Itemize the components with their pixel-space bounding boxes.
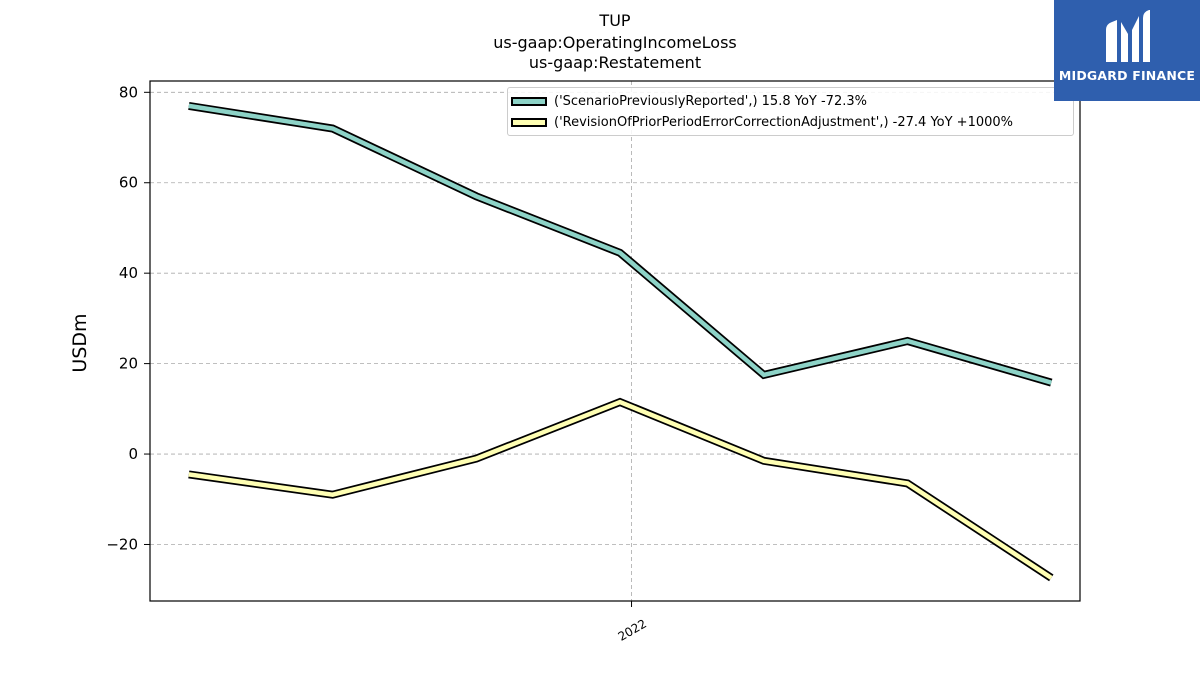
y-tick-label: 80 bbox=[119, 83, 138, 101]
series-2-outline bbox=[188, 397, 1054, 582]
x-tick-label: 2022 bbox=[616, 616, 649, 643]
legend-label-series-2: ('RevisionOfPriorPeriodErrorCorrectionAd… bbox=[554, 114, 1014, 130]
chart-title-line-1: TUP bbox=[599, 11, 631, 30]
y-tick-label: 60 bbox=[119, 174, 138, 192]
plot-frame bbox=[149, 80, 1081, 602]
series-1-outline bbox=[188, 101, 1053, 387]
logo-text: MIDGARD FINANCE bbox=[1058, 68, 1196, 83]
series-2-line bbox=[188, 399, 1053, 580]
chart-legend: ('ScenarioPreviouslyReported',) 15.8 YoY… bbox=[507, 87, 1074, 136]
legend-swatch-series-1 bbox=[511, 96, 547, 106]
midgard-finance-logo: MIDGARD FINANCE bbox=[1054, 0, 1200, 101]
series-1-line bbox=[188, 103, 1052, 385]
y-tick-label: 20 bbox=[119, 355, 138, 373]
series-lines bbox=[188, 101, 1054, 582]
y-tick-label: 0 bbox=[128, 445, 138, 463]
y-tick-label: −20 bbox=[106, 535, 138, 553]
grid-lines bbox=[150, 81, 1080, 601]
legend-swatch-series-2 bbox=[511, 117, 547, 127]
y-tick-label: 40 bbox=[119, 264, 138, 282]
chart-title-line-3: us-gaap:Restatement bbox=[528, 53, 702, 72]
chart-title-line-2: us-gaap:OperatingIncomeLoss bbox=[493, 33, 737, 52]
legend-label-series-1: ('ScenarioPreviouslyReported',) 15.8 YoY… bbox=[554, 93, 867, 109]
y-axis-label: USDm bbox=[69, 313, 91, 372]
midgard-logo-icon bbox=[1106, 10, 1150, 62]
